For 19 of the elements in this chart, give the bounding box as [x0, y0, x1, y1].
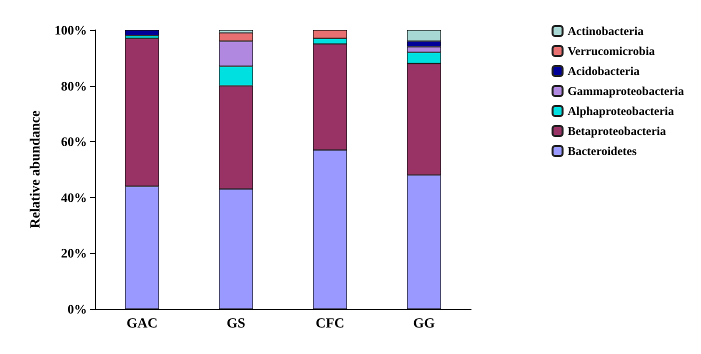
legend-label: Bacteroidetes [568, 144, 638, 158]
legend-label: Betaproteobacteria [568, 124, 666, 138]
legend-label: Verrucomicrobia [568, 44, 655, 58]
legend-label: Acidobacteria [568, 64, 640, 78]
x-tick-label: CFC [316, 316, 344, 332]
y-tick-label: 80% [61, 78, 87, 94]
bar [125, 30, 159, 36]
x-tick-label: GG [413, 316, 435, 332]
legend-label: Alphaproteobacteria [568, 104, 674, 118]
legend-label: Actinobacteria [568, 24, 644, 38]
y-tick-label: 40% [61, 190, 87, 205]
y-tick-label: 60% [61, 134, 87, 150]
x-tick-label: GS [226, 316, 246, 332]
x-tick-label: GAC [126, 316, 158, 332]
y-tick-label: 0% [68, 302, 87, 316]
legend-label: Gammaproteobacteria [568, 84, 684, 98]
y-tick-label: 20% [61, 246, 87, 261]
y-axis-title: Relative abundance [28, 110, 44, 228]
y-tick-label: 100% [54, 22, 87, 38]
